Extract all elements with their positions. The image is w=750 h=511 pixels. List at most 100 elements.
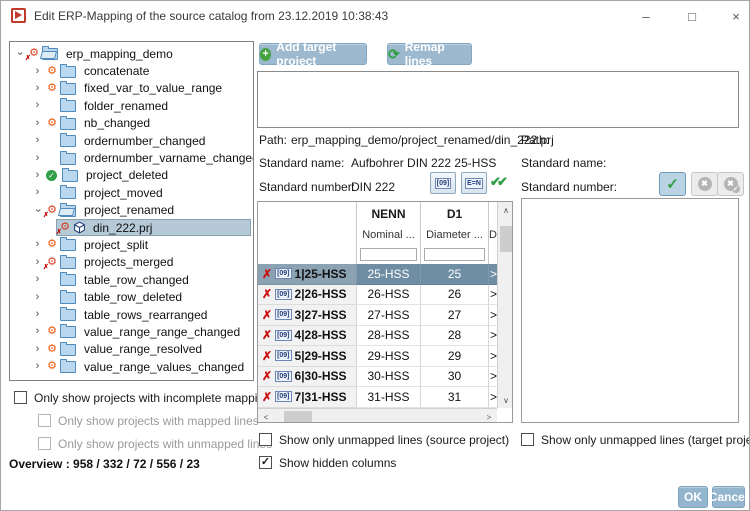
tree-item-label[interactable]: ordernumber_changed bbox=[84, 133, 206, 148]
cell-nenn[interactable]: 26-HSS bbox=[356, 284, 420, 305]
tree-item-table-row-deleted[interactable]: › table_row_deleted bbox=[10, 288, 253, 305]
tree-item-label[interactable]: table_row_deleted bbox=[84, 290, 183, 305]
delete-line-icon[interactable]: ✗ bbox=[262, 307, 273, 322]
tree-item-label[interactable]: concatenate bbox=[84, 64, 150, 79]
chevron-right-icon[interactable]: › bbox=[35, 342, 40, 355]
row-header[interactable]: ✗ [09] 5|29-HSS bbox=[258, 346, 356, 367]
cell-d1[interactable]: 29 bbox=[420, 346, 488, 367]
column-header-d1[interactable]: D1 Diameter ... bbox=[420, 202, 488, 264]
regex-09-icon[interactable]: [09] bbox=[275, 391, 292, 403]
chevron-right-icon[interactable]: › bbox=[35, 308, 40, 321]
tree-item-label[interactable]: din_222.prj bbox=[93, 220, 153, 235]
tree-item-table-row-changed[interactable]: › table_row_changed bbox=[10, 271, 253, 288]
cell-d1[interactable]: 31 bbox=[420, 387, 488, 408]
scroll-right-icon[interactable]: > bbox=[486, 412, 492, 422]
unmapped-source-label[interactable]: Show only unmapped lines (source project… bbox=[279, 433, 510, 447]
row-header[interactable]: ✗ [09] 3|27-HSS bbox=[258, 305, 356, 326]
cell-nenn[interactable]: 27-HSS bbox=[356, 305, 420, 326]
regex-09-icon[interactable]: [09] bbox=[275, 309, 292, 321]
cancel-button[interactable]: Cancel bbox=[709, 486, 748, 508]
chevron-right-icon[interactable]: › bbox=[35, 360, 40, 373]
regex-09-icon[interactable]: [09] bbox=[275, 329, 292, 341]
chevron-right-icon[interactable]: › bbox=[35, 168, 40, 181]
accept-mapping-button[interactable]: ✓ bbox=[659, 172, 686, 196]
cell-nenn[interactable]: 31-HSS bbox=[356, 387, 420, 408]
chevron-right-icon[interactable]: › bbox=[35, 81, 40, 94]
delete-line-icon[interactable]: ✗ bbox=[262, 287, 273, 302]
column-header-clipped[interactable]: Di bbox=[488, 202, 497, 264]
add-target-project-button[interactable]: + Add target project bbox=[259, 40, 367, 68]
tree-item-folder-renamed[interactable]: › folder_renamed bbox=[10, 97, 253, 114]
cell-d1[interactable]: 25 bbox=[420, 264, 488, 285]
chevron-right-icon[interactable]: › bbox=[35, 273, 40, 286]
row-header[interactable]: ✗ [09] 2|26-HSS bbox=[258, 284, 356, 305]
chevron-right-icon[interactable]: › bbox=[35, 325, 40, 338]
chevron-down-icon[interactable]: › bbox=[14, 51, 26, 56]
cell-clipped[interactable]: >2 bbox=[488, 346, 497, 367]
table-row[interactable]: ✗ [09] 2|26-HSS 26-HSS 26 >2 bbox=[258, 284, 497, 305]
chevron-right-icon[interactable]: › bbox=[35, 99, 40, 112]
cell-clipped[interactable]: >2 bbox=[488, 305, 497, 326]
table-row[interactable]: ✗ [09] 4|28-HSS 28-HSS 28 >2 bbox=[258, 325, 497, 346]
tree-item-label[interactable]: ordernumber_varname_changed bbox=[84, 151, 254, 166]
cell-d1[interactable]: 27 bbox=[420, 305, 488, 326]
tree-item-label[interactable]: project_moved bbox=[84, 185, 163, 200]
table-row[interactable]: ✗ [09] 6|30-HSS 30-HSS 30 >2 bbox=[258, 366, 497, 387]
delete-line-icon[interactable]: ✗ bbox=[262, 348, 273, 363]
vertical-scroll-thumb[interactable] bbox=[500, 226, 512, 252]
selected-tree-item[interactable]: ⚙ ✗ din_222.prj bbox=[56, 219, 251, 237]
tree-item-label[interactable]: project_renamed bbox=[84, 203, 175, 218]
tree-item-label[interactable]: nb_changed bbox=[84, 116, 151, 131]
tree-item-fixed-var-to-value-range[interactable]: › ⚙ fixed_var_to_value_range bbox=[10, 80, 253, 97]
chevron-right-icon[interactable]: › bbox=[35, 290, 40, 303]
cell-d1[interactable]: 28 bbox=[420, 325, 488, 346]
cell-nenn[interactable]: 29-HSS bbox=[356, 346, 420, 367]
tree-item-label[interactable]: value_range_values_changed bbox=[84, 359, 245, 374]
maximize-button[interactable]: □ bbox=[673, 1, 711, 31]
tree-item-label[interactable]: value_range_range_changed bbox=[84, 324, 241, 339]
tree-item-label[interactable]: projects_merged bbox=[84, 255, 174, 270]
table-row[interactable]: ✗ [09] 7|31-HSS 31-HSS 31 >2 bbox=[258, 387, 497, 408]
chevron-right-icon[interactable]: › bbox=[35, 255, 40, 268]
chevron-right-icon[interactable]: › bbox=[35, 134, 40, 147]
table-row[interactable]: ✗ [09] 1|25-HSS 25-HSS 25 >2 bbox=[258, 264, 497, 285]
cell-nenn[interactable]: 30-HSS bbox=[356, 366, 420, 387]
remap-lines-button[interactable]: ⟳ Remap lines bbox=[387, 40, 472, 68]
regex-09-icon[interactable]: [09] bbox=[275, 370, 292, 382]
delete-line-icon[interactable]: ✗ bbox=[262, 328, 273, 343]
tree-item-label[interactable]: folder_renamed bbox=[84, 98, 169, 113]
tree-item-ordernumber-changed[interactable]: › ordernumber_changed bbox=[10, 132, 253, 149]
filter-input-nenn[interactable] bbox=[360, 248, 417, 261]
map-all-lines-button[interactable]: ✔ ✔ bbox=[489, 173, 513, 194]
tree-item-project-split[interactable]: › ⚙ project_split bbox=[10, 236, 253, 253]
chevron-right-icon[interactable]: › bbox=[35, 186, 40, 199]
cell-nenn[interactable]: 25-HSS bbox=[356, 264, 420, 285]
tree-item-label[interactable]: value_range_resolved bbox=[84, 342, 203, 357]
vertical-scrollbar[interactable]: ∧ ∨ bbox=[497, 202, 512, 408]
chevron-right-icon[interactable]: › bbox=[35, 116, 40, 129]
regex-09-icon[interactable]: [09] bbox=[275, 268, 292, 280]
tree-item-project-renamed[interactable]: › ⚙ ✗ project_renamed bbox=[10, 202, 253, 219]
filter-input-d1[interactable] bbox=[424, 248, 485, 261]
unmapped-target-checkbox[interactable] bbox=[521, 433, 534, 446]
number-mapping-button[interactable]: [09] bbox=[430, 172, 456, 194]
delete-line-icon[interactable]: ✗ bbox=[262, 369, 273, 384]
tree-item-value-range-resolved[interactable]: › ⚙ value_range_resolved bbox=[10, 341, 253, 358]
unmapped-source-checkbox[interactable] bbox=[259, 433, 272, 446]
cell-d1[interactable]: 30 bbox=[420, 366, 488, 387]
cell-clipped[interactable]: >2 bbox=[488, 264, 497, 285]
regex-09-icon[interactable]: [09] bbox=[275, 350, 292, 362]
cell-d1[interactable]: 26 bbox=[420, 284, 488, 305]
tree-item-din-222-prj[interactable]: ⚙ ✗ din_222.prj bbox=[10, 219, 253, 237]
row-header[interactable]: ✗ [09] 7|31-HSS bbox=[258, 387, 356, 408]
expression-mapping-button[interactable]: E=N bbox=[461, 172, 487, 194]
incomplete-mappings-label[interactable]: Only show projects with incomplete mappi… bbox=[34, 391, 277, 405]
tree-item-value-range-values-changed[interactable]: › ⚙ value_range_values_changed bbox=[10, 358, 253, 375]
hidden-columns-checkbox[interactable]: ✓ bbox=[259, 456, 272, 469]
incomplete-mappings-checkbox[interactable] bbox=[14, 391, 27, 404]
tree-item-label[interactable]: fixed_var_to_value_range bbox=[84, 81, 223, 96]
tree-item-value-range-range-changed[interactable]: › ⚙ value_range_range_changed bbox=[10, 323, 253, 340]
tree-item-project-moved[interactable]: › project_moved bbox=[10, 184, 253, 201]
chevron-right-icon[interactable]: › bbox=[35, 238, 40, 251]
delete-line-icon[interactable]: ✗ bbox=[262, 266, 273, 281]
